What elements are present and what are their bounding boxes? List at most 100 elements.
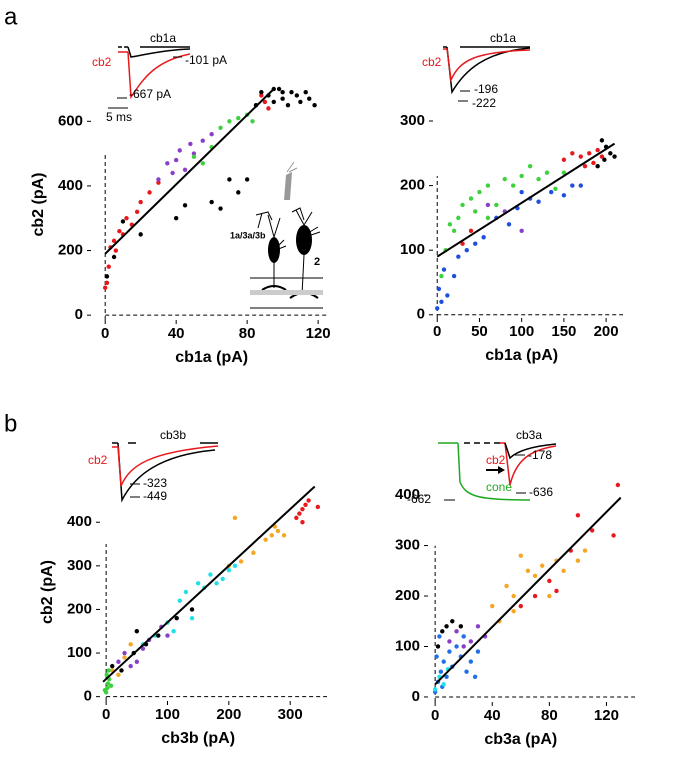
scatter-point <box>218 125 223 130</box>
scatter-point <box>434 654 439 659</box>
y-tick-label: 300 <box>400 112 425 129</box>
scatter-point <box>300 520 305 525</box>
scatter-point <box>435 644 441 649</box>
scatter-point <box>120 219 126 224</box>
scatter-point <box>138 199 143 205</box>
annotation: -662 <box>407 492 431 506</box>
annotation: cb1a <box>150 31 176 45</box>
scatter-point <box>611 533 616 538</box>
y-tick-label: 600 <box>58 112 83 129</box>
x-tick-label: 40 <box>168 325 185 342</box>
scatter-point <box>437 634 442 639</box>
scatter-point <box>102 285 108 290</box>
x-tick-label: 80 <box>541 707 558 724</box>
scatter-point <box>116 659 121 664</box>
scatter-point <box>454 629 459 634</box>
scatter-point <box>294 93 300 98</box>
x-tick-label: 120 <box>594 707 619 724</box>
scatter-point <box>119 668 124 673</box>
scatter-point <box>582 164 588 169</box>
scatter-point <box>502 176 507 182</box>
annotation: -323 <box>143 476 167 490</box>
scatter-point <box>547 593 552 599</box>
scatter-point <box>307 96 312 101</box>
scatter-point <box>280 96 285 101</box>
scatter-point <box>182 167 188 172</box>
scatter-point <box>602 157 607 162</box>
scatter-point <box>511 183 516 188</box>
scatter-point <box>561 568 566 573</box>
scatter-point <box>285 102 291 108</box>
y-tick-label: 400 <box>67 513 92 530</box>
scatter-point <box>578 183 583 188</box>
scatter-point <box>106 264 111 269</box>
scatter-point <box>200 138 205 143</box>
scatter-point <box>599 154 605 159</box>
fit-line <box>434 496 622 686</box>
scatter-point <box>468 228 474 234</box>
scatter-point <box>262 99 268 105</box>
scatter-point <box>183 589 189 595</box>
scatter-point <box>177 148 182 153</box>
x-tick-label: 50 <box>471 323 488 340</box>
scatter-point <box>595 164 600 169</box>
scatter-point <box>536 199 541 204</box>
scatter-point <box>238 559 244 564</box>
scatter-point <box>236 115 241 121</box>
y-tick-label: 200 <box>400 177 425 194</box>
scatter-point <box>174 615 179 621</box>
scatter-point <box>281 533 287 538</box>
scatter-point <box>439 299 444 305</box>
scatter-point <box>105 681 111 686</box>
scatter-point <box>525 568 531 573</box>
scatter-point <box>519 228 524 234</box>
scatter-point <box>464 669 469 674</box>
scatter-point <box>113 248 119 253</box>
scatter-point <box>117 228 122 234</box>
scatter-point <box>134 629 140 634</box>
annotation: -101 pA <box>185 53 227 67</box>
scatter-point <box>128 663 133 669</box>
scatter-point <box>511 608 516 614</box>
fit-line <box>436 142 616 258</box>
scatter-point <box>275 528 281 534</box>
scatter-point <box>494 202 499 208</box>
scatter-point <box>612 154 617 159</box>
scatter-point <box>188 141 193 147</box>
scatter-point <box>300 506 305 512</box>
scatter-point <box>104 274 110 279</box>
scatter-point <box>456 215 461 221</box>
y-tick-label: 0 <box>412 688 420 705</box>
scatter-point <box>208 572 213 577</box>
x-tick-label: 0 <box>431 707 439 724</box>
scatter-point <box>436 286 442 292</box>
y-tick-label: 300 <box>67 557 92 574</box>
scatter-point <box>189 607 195 612</box>
scatter-point <box>244 177 250 182</box>
trace-inset <box>108 46 191 109</box>
scatter-point <box>128 642 133 647</box>
scatter-point <box>294 515 299 521</box>
y-tick-label: 100 <box>395 637 420 654</box>
x-tick-label: 0 <box>433 323 441 340</box>
scatter-point <box>518 553 523 558</box>
annotation: cb2 <box>92 55 112 69</box>
x-axis-label: cb1a (pA) <box>485 347 558 364</box>
scatter-point <box>504 583 509 589</box>
annotation: cone <box>486 480 512 494</box>
scatter-point <box>271 99 276 105</box>
scatter-point <box>589 528 595 533</box>
trace-inset <box>112 442 219 503</box>
scatter-point <box>177 598 182 603</box>
scatter-point <box>102 687 108 693</box>
scatter-point <box>439 273 444 279</box>
scatter-point <box>519 189 524 195</box>
scatter-point <box>444 624 449 629</box>
scatter-point <box>549 189 554 195</box>
scatter-point <box>214 581 219 586</box>
scatter-point <box>104 280 110 286</box>
scatter-point <box>134 209 140 214</box>
scatter-point <box>209 132 214 137</box>
annotation: -178 <box>528 448 552 462</box>
scatter-point <box>138 232 143 237</box>
